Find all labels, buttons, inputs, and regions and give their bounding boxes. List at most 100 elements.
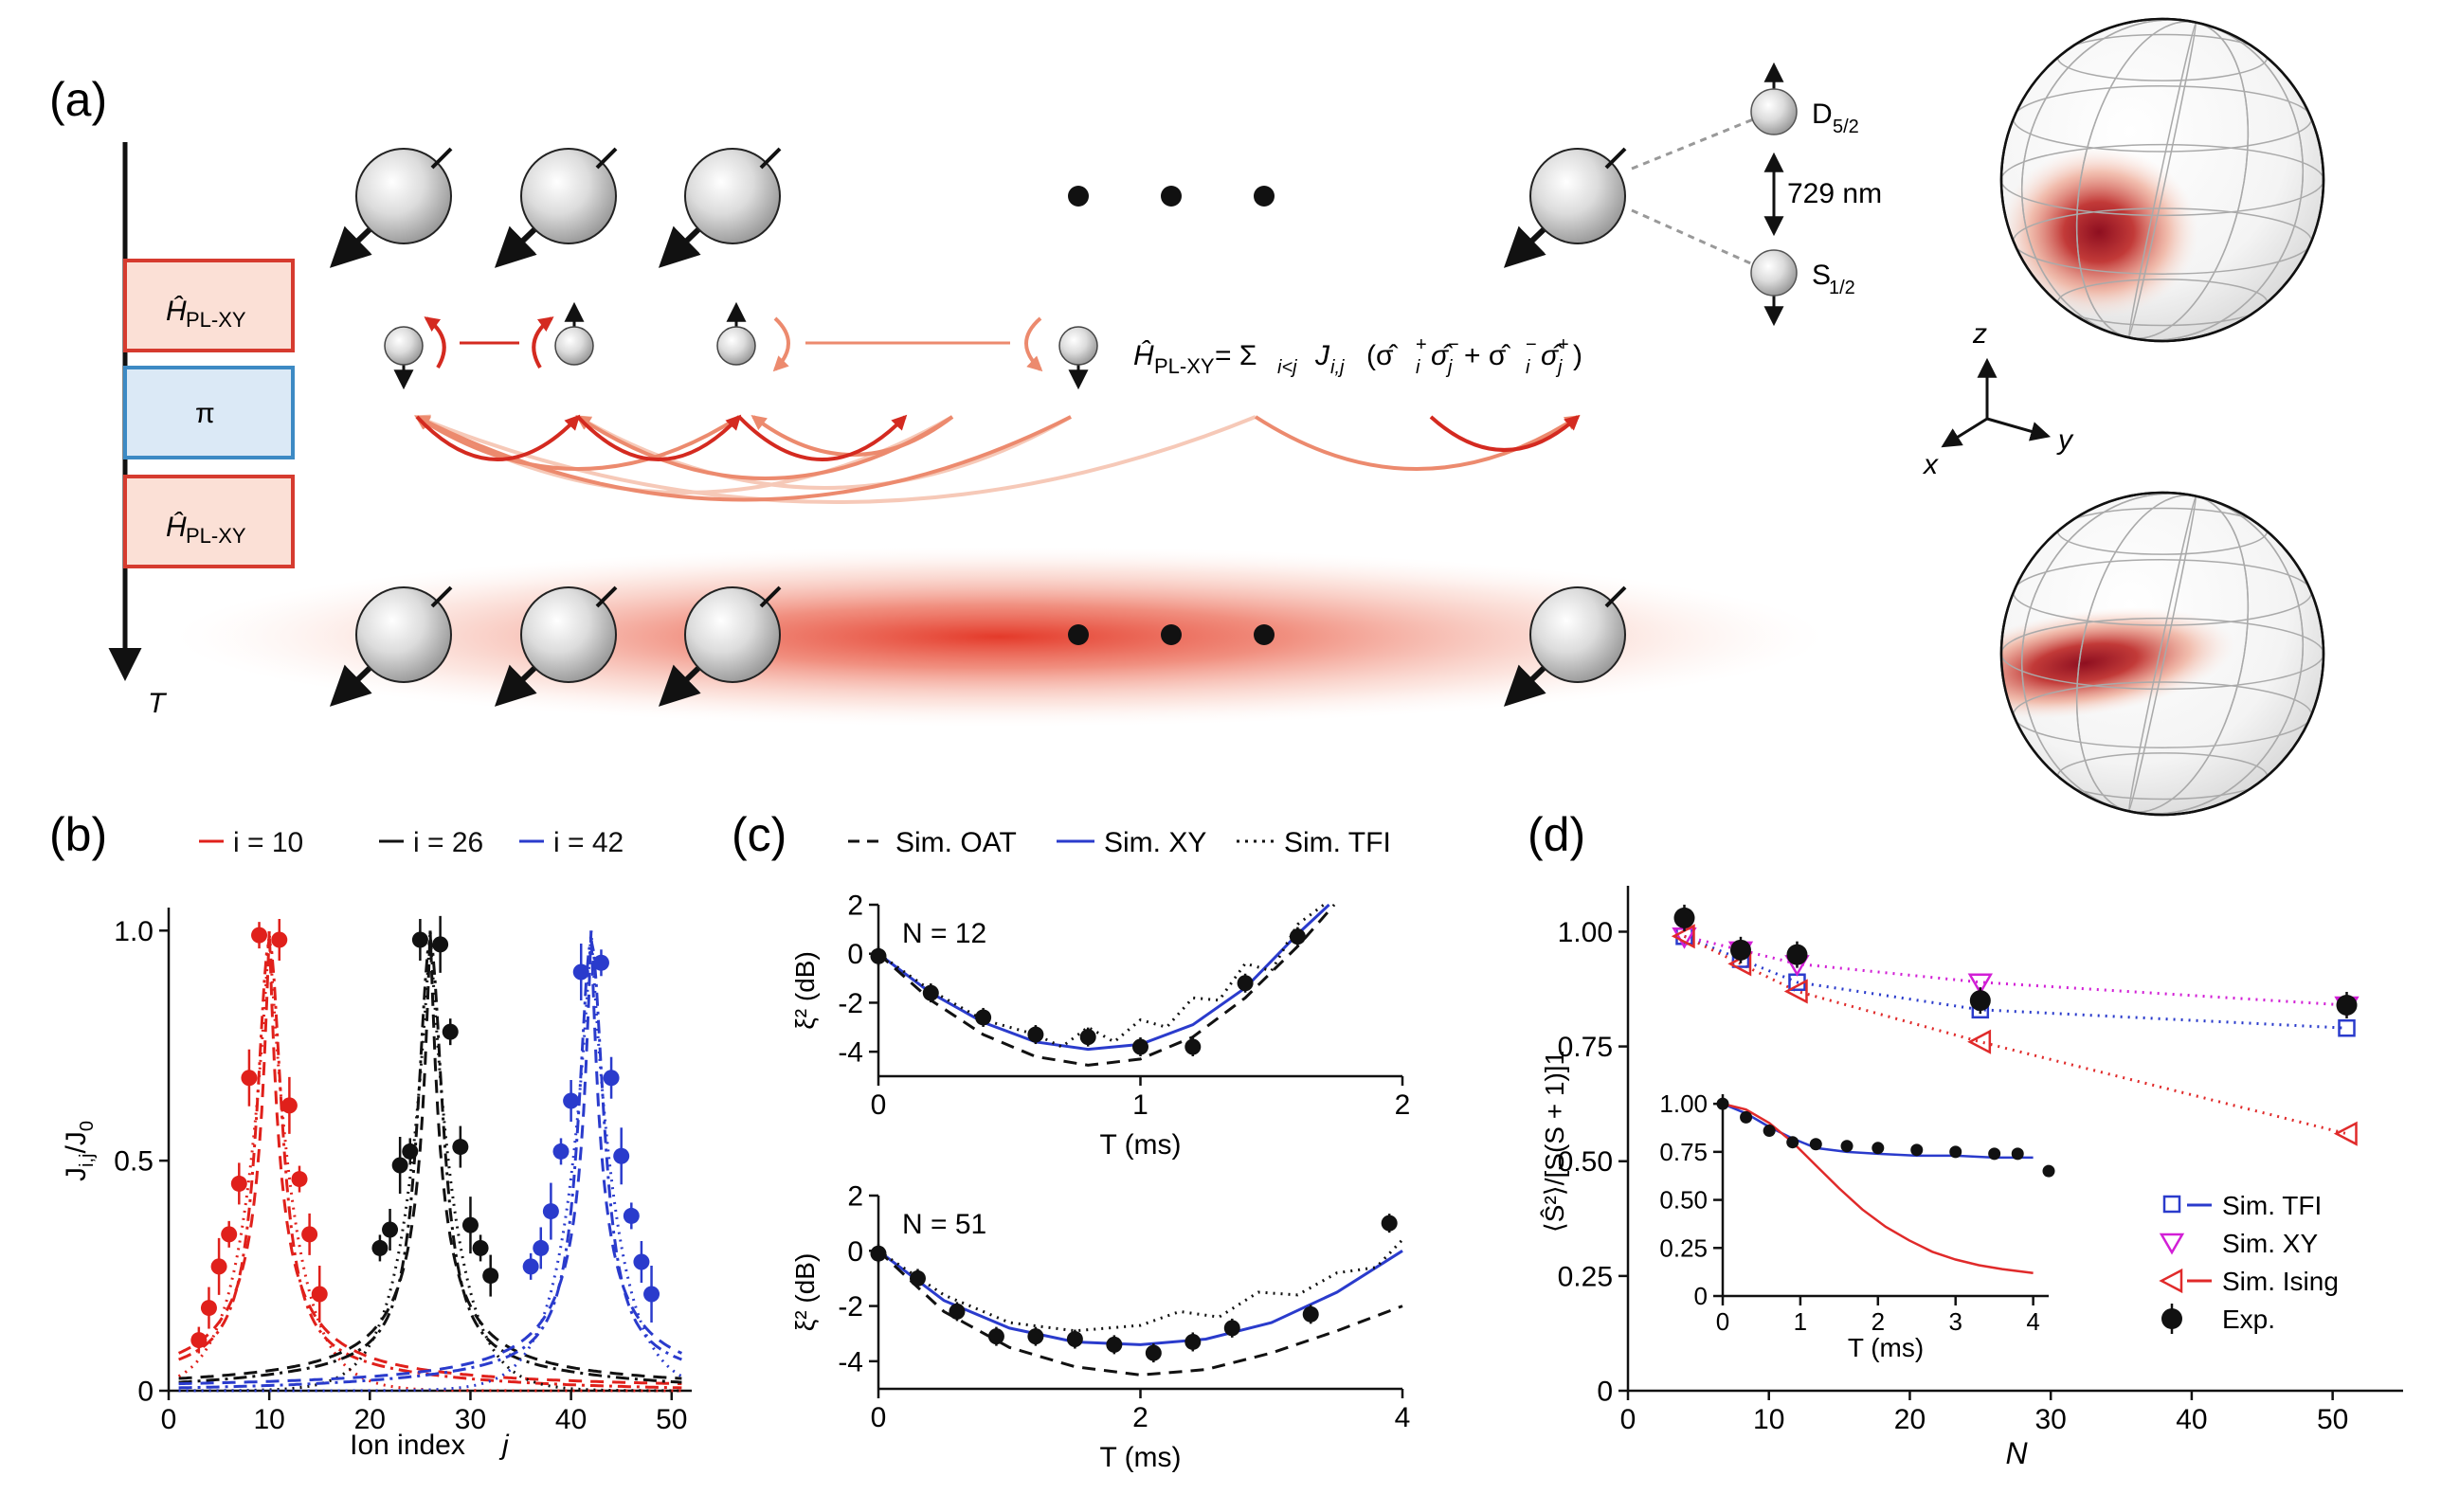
- x-tick-label: 50: [656, 1404, 687, 1435]
- legend-d-label: Exp.: [2222, 1305, 2275, 1334]
- data-point: [592, 954, 609, 971]
- data-point: [870, 1245, 887, 1262]
- data-point: [382, 1221, 399, 1238]
- sphere-outline: [1999, 17, 2325, 343]
- data-point: [870, 947, 887, 964]
- data-point: [643, 1286, 660, 1303]
- y-tick-label: 0.75: [1659, 1138, 1708, 1166]
- small-spin-0: [384, 326, 424, 390]
- x-tick-label: 0: [1716, 1307, 1729, 1336]
- y-axis-label: Ji,j/J0: [61, 1121, 98, 1181]
- legend-b: i = 10 i = 26 i = 42: [199, 827, 624, 858]
- inset-data-point: [1949, 1145, 1962, 1159]
- coupling-arc: [576, 414, 742, 461]
- legend-d: Sim. TFI Sim. XY Sim. Ising Exp.: [2159, 1191, 2339, 1334]
- x-tick-label: 20: [354, 1404, 386, 1435]
- spin-ball-4: [329, 585, 453, 707]
- legend-d-label: Sim. TFI: [2222, 1191, 2322, 1220]
- svg-text:Ĥ: Ĥ: [1133, 340, 1154, 371]
- data-point: [1289, 928, 1306, 945]
- coupling-arc: [415, 414, 581, 461]
- data-point: [241, 1070, 258, 1087]
- panel-c-label: (c): [732, 808, 787, 861]
- x-tick-label: 20: [1894, 1404, 1926, 1435]
- y-tick-label: 0.25: [1659, 1233, 1708, 1262]
- sphere-latitude: [2001, 143, 2323, 217]
- x-tick-label: 30: [2034, 1404, 2066, 1435]
- series-fit-dashdot: [178, 939, 682, 1390]
- coupling-arc: [414, 414, 1257, 504]
- data-point: [1145, 1344, 1162, 1361]
- y-tick-label: 0: [1694, 1282, 1708, 1310]
- panel-b-label: (b): [49, 808, 107, 861]
- spin-sphere: [520, 586, 617, 683]
- data-point: [371, 1239, 389, 1256]
- y-tick-label: 0: [847, 1236, 863, 1268]
- spin-sphere: [1529, 586, 1626, 683]
- svg-text:y: y: [2056, 424, 2074, 456]
- legend-b-i26: i = 26: [413, 827, 483, 858]
- svg-text:i,j: i,j: [1330, 357, 1345, 378]
- y-tick-label: 2: [847, 1181, 863, 1213]
- inset-data-point: [1809, 1138, 1822, 1151]
- y-tick-label: 0: [1597, 1377, 1613, 1408]
- x-tick-label: 30: [455, 1404, 486, 1435]
- x-tick-label: 2: [1871, 1307, 1885, 1336]
- marker-circle: [2336, 994, 2358, 1016]
- legend-d-tri-down: [2159, 1233, 2185, 1255]
- spin-stem: [430, 147, 453, 170]
- data-point: [411, 931, 428, 948]
- marker-triangle-left: [1783, 979, 1808, 1004]
- legend-c-xy: Sim. XY: [1104, 827, 1206, 858]
- pulse-box-pi: [123, 366, 295, 459]
- ellipsis-bottom: [1068, 624, 1275, 645]
- bloch-spheres: [1999, 17, 2325, 817]
- y-axis-label-sub: i,j: [77, 1154, 98, 1167]
- data-point: [472, 1239, 489, 1256]
- marker-triangle-down: [1967, 973, 1993, 996]
- svg-text:z: z: [1972, 318, 1987, 350]
- chart-b: 0 10 20 30 40 50 0 0.5 1.0 Ion index j Ji,j/J0: [61, 908, 692, 1461]
- level-scheme: D 5/2 S 1/2 729 nm: [1631, 62, 1882, 327]
- small-spin-sphere: [554, 326, 594, 366]
- y-axis-label: ⟨Ŝ²⟩/[S(S + 1)]1: [1540, 1051, 1569, 1233]
- x-axis-label: T (ms): [1099, 1129, 1181, 1161]
- series-fit-dotted: [178, 930, 683, 1393]
- inset-data-point: [1840, 1140, 1853, 1153]
- inset-data-point: [1763, 1125, 1776, 1138]
- y-tick-label: -2: [838, 988, 863, 1019]
- series-fit-dashdot: [178, 939, 682, 1384]
- quasi-probability-blob: [2001, 607, 2235, 719]
- chart-d-inset: 0 1 2 3 4 0 0.25 0.50 0.75 1.00 T (ms): [1659, 1089, 2055, 1362]
- y-axis-label-rest: /J: [61, 1131, 92, 1153]
- x-tick-label: 10: [253, 1404, 284, 1435]
- data-point: [1079, 1029, 1096, 1046]
- legend-c-oat: Sim. OAT: [895, 827, 1017, 858]
- x-tick-label: 0: [871, 1089, 887, 1121]
- data-point: [909, 1269, 926, 1287]
- data-point: [190, 1332, 208, 1349]
- svg-text:+ σ̂: + σ̂: [1464, 340, 1510, 371]
- small-spin-3: [1058, 326, 1098, 390]
- svg-text:j: j: [1555, 357, 1563, 378]
- y-axis-label-sub0: 0: [77, 1121, 98, 1131]
- level-upper-label: D: [1812, 99, 1833, 130]
- pulse-box-1-symbol: Ĥ: [166, 296, 187, 327]
- data-point: [280, 1097, 298, 1114]
- spin-sphere: [684, 148, 781, 244]
- flip-arrow: [424, 316, 446, 369]
- data-point: [533, 1239, 550, 1256]
- flip-arrow: [532, 316, 554, 369]
- marker-square: [2338, 1018, 2356, 1037]
- flip-arrow: [1024, 316, 1043, 372]
- data-point: [1223, 1320, 1240, 1337]
- y-tick-label: 0.75: [1558, 1032, 1613, 1063]
- level-lower-label: S: [1812, 260, 1831, 291]
- svg-text:i: i: [1416, 357, 1420, 378]
- svg-text:i<j: i<j: [1277, 357, 1297, 378]
- spin-ball-6: [658, 585, 782, 707]
- x-tick-label: 0: [161, 1404, 177, 1435]
- legend-b-i10: i = 10: [233, 827, 303, 858]
- sim-xy-line: [877, 903, 1330, 1052]
